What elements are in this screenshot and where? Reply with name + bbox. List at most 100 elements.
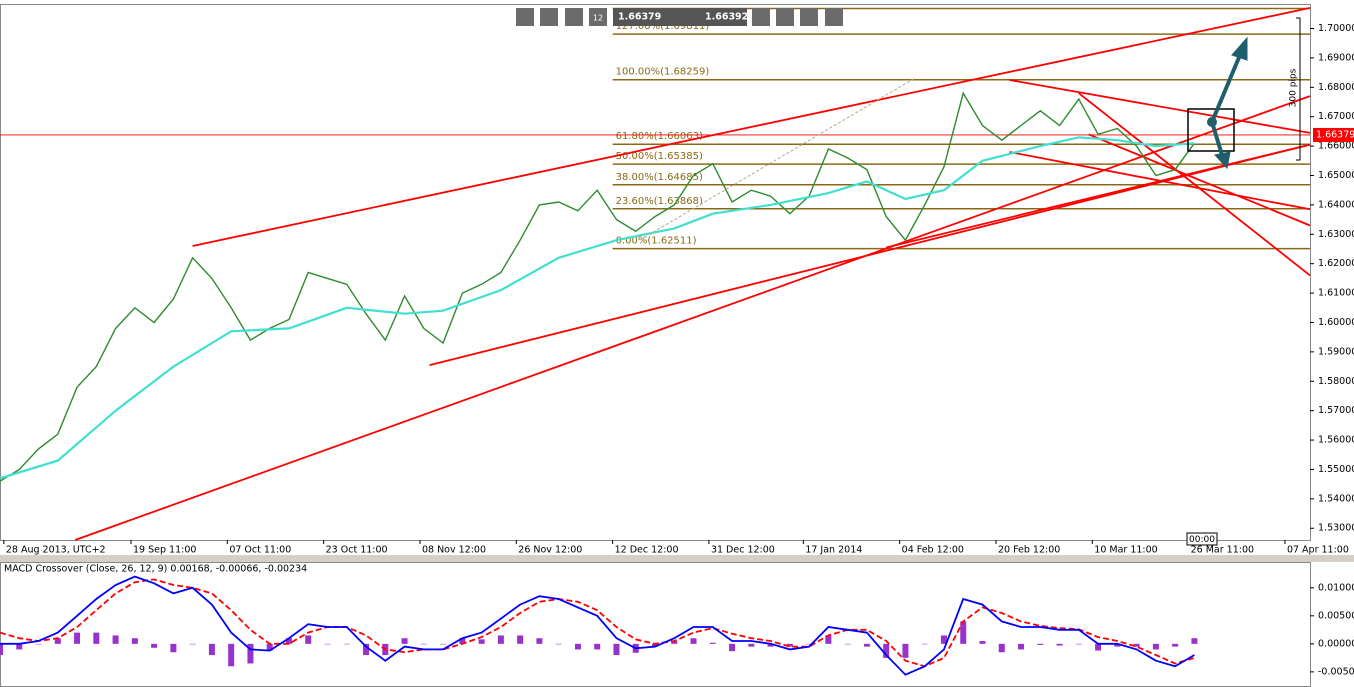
- histogram-bar: [420, 643, 427, 645]
- y-tick-label: 1.56000: [1318, 435, 1354, 446]
- fib-label: 23.60%(1.63868): [616, 196, 703, 207]
- x-tick-label: 17 Jan 2014: [805, 545, 862, 556]
- histogram-bar: [93, 632, 100, 644]
- histogram-bar: [35, 643, 42, 645]
- histogram-bar: [998, 643, 1005, 653]
- x-tick-label: 28 Aug 2013, UTC+2: [6, 545, 106, 556]
- trendline: [1009, 79, 1311, 134]
- moving-average: [0, 136, 1195, 480]
- histogram-bar: [1133, 643, 1140, 647]
- x-tick-label: 26 Mar 11:00: [1191, 545, 1254, 556]
- arrow-down-head: [1214, 151, 1231, 170]
- toolbar: 12 1.66379 1.66392: [516, 8, 843, 26]
- histogram-bar: [228, 643, 235, 667]
- histogram-bar: [440, 643, 447, 645]
- histogram-bar: [690, 638, 697, 644]
- y-tick-label: 0.01000: [1318, 582, 1354, 593]
- x-tick-label: 19 Sep 11:00: [133, 545, 196, 556]
- histogram-bar: [902, 643, 909, 658]
- histogram-bar: [1095, 643, 1102, 651]
- histogram-bar: [324, 643, 331, 645]
- fib-label: 100.00%(1.68259): [616, 67, 710, 78]
- y-tick-label: 1.55000: [1318, 464, 1354, 475]
- histogram-bar: [459, 638, 466, 644]
- x-tick-label: 31 Dec 12:00: [711, 545, 775, 556]
- histogram-bar: [343, 643, 350, 645]
- y-tick-label: 1.61000: [1318, 288, 1354, 299]
- y-tick-label: 1.70000: [1318, 23, 1354, 34]
- x-tick-label: 12 Dec 12:00: [615, 545, 679, 556]
- fib-label: 38.00%(1.64685): [616, 172, 703, 183]
- histogram-bar: [940, 635, 947, 644]
- y-tick-label: 1.66000: [1318, 141, 1354, 152]
- histogram-bar: [266, 643, 273, 651]
- arrow-up-head: [1231, 36, 1248, 61]
- histogram-bar: [112, 635, 119, 644]
- x-tick-label: 07 Oct 11:00: [229, 545, 291, 556]
- histogram-bar: [1018, 643, 1025, 650]
- x-tick-label: 20 Feb 12:00: [998, 545, 1060, 556]
- histogram-bar: [54, 638, 61, 644]
- tool-candles[interactable]: [565, 8, 583, 26]
- price-box: [613, 8, 747, 26]
- main-frame: [0, 4, 1311, 541]
- tool-shape[interactable]: [825, 8, 843, 26]
- trendline: [885, 143, 1311, 249]
- histogram-bar: [478, 639, 485, 644]
- tool-zoom[interactable]: [516, 8, 534, 26]
- histogram-bar: [1114, 643, 1121, 647]
- trendline: [1088, 133, 1311, 227]
- x-tick-label: 08 Nov 12:00: [422, 545, 486, 556]
- y-tick-label: 1.53000: [1318, 523, 1354, 534]
- signal-line: [0, 578, 1195, 668]
- trendline: [1078, 92, 1311, 277]
- trendline: [1009, 151, 1311, 211]
- histogram-bar: [16, 643, 23, 650]
- y-tick-label: 1.60000: [1318, 317, 1354, 328]
- y-tick-label: 1.67000: [1318, 111, 1354, 122]
- price-line: [0, 91, 1195, 482]
- histogram-bar: [825, 635, 832, 644]
- histogram-bar: [1191, 638, 1198, 644]
- arrow-origin: [1207, 117, 1217, 127]
- y-tick-label: 1.63000: [1318, 229, 1354, 240]
- histogram-bar: [613, 643, 620, 656]
- tool-properties[interactable]: [540, 8, 558, 26]
- x-tick-label: 04 Feb 12:00: [902, 545, 964, 556]
- highlight-box: [1187, 108, 1235, 152]
- histogram-bar: [671, 641, 678, 644]
- tool-period[interactable]: [589, 8, 607, 26]
- histogram-bar: [1056, 643, 1063, 646]
- histogram-bar: [652, 643, 658, 647]
- y-tick-label: 0.00000: [1318, 638, 1354, 649]
- histogram-bar: [151, 643, 158, 648]
- histogram-bar: [497, 635, 504, 644]
- x-tick-label: 23 Oct 11:00: [326, 545, 388, 556]
- histogram-bar: [574, 643, 581, 650]
- tool-color[interactable]: [800, 8, 818, 26]
- histogram-bar: [247, 643, 254, 664]
- pips-bracket: [1296, 17, 1301, 161]
- histogram-bar: [1172, 643, 1179, 647]
- histogram-bar: [74, 632, 81, 644]
- current-price-box: [1313, 127, 1354, 142]
- histogram-bar: [285, 638, 292, 644]
- histogram-bar: [979, 641, 986, 644]
- histogram-bar: [363, 643, 370, 656]
- tool-list[interactable]: [752, 8, 770, 26]
- histogram-bar: [401, 638, 408, 644]
- histogram-bar: [960, 621, 967, 644]
- histogram-bar: [1152, 643, 1159, 650]
- histogram-bar: [786, 643, 793, 647]
- time-box: [1186, 532, 1218, 546]
- tool-font[interactable]: [776, 8, 794, 26]
- histogram-bar: [1075, 643, 1082, 645]
- y-tick-label: 1.59000: [1318, 346, 1354, 357]
- panel-separator: [0, 555, 1354, 562]
- histogram-bar: [170, 643, 177, 653]
- direction-arrows: [1207, 36, 1248, 170]
- fib-label: 50.00%(1.65385): [616, 151, 703, 162]
- histogram-bar: [517, 635, 524, 644]
